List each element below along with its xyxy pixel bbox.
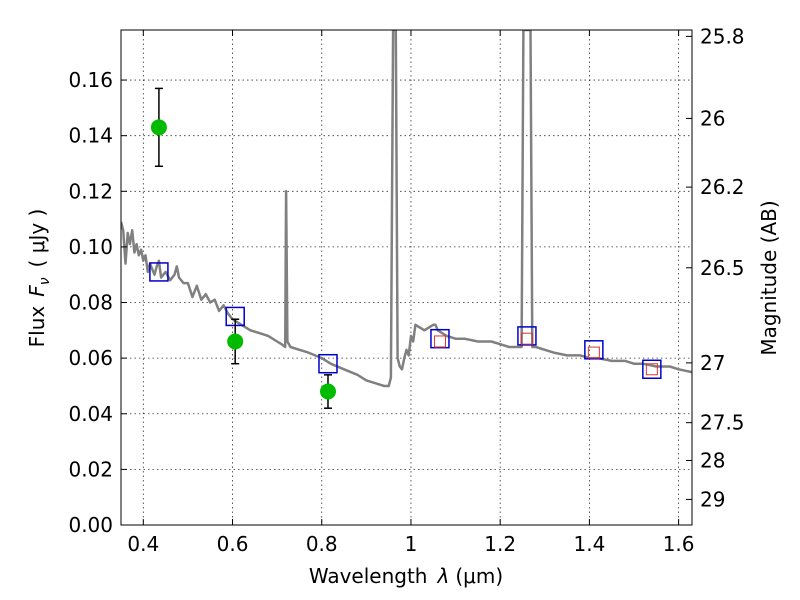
y-tick-label: 0.02 — [68, 457, 113, 481]
y2-tick-label: 26.5 — [700, 256, 745, 280]
model-point — [584, 340, 604, 360]
y-tick-label: 0.16 — [68, 68, 113, 92]
model-point — [517, 326, 537, 346]
y-tick-label: 0.08 — [68, 291, 113, 315]
y-tick-label: 0.10 — [68, 235, 113, 259]
y2-tick-label: 29 — [700, 487, 725, 511]
y2-tick-label: 27.5 — [700, 411, 745, 435]
y-tick-label: 0.14 — [68, 124, 113, 148]
x-tick-label: 1.6 — [663, 532, 695, 556]
model-point — [430, 328, 450, 349]
y2-axis-label: Magnitude (AB) — [757, 200, 781, 355]
y-axis-label: FluxFν( μJy ) — [25, 209, 53, 348]
y2-tick-label: 26.2 — [700, 175, 745, 199]
model-point-nir — [587, 346, 600, 359]
model-point — [642, 359, 662, 380]
grid — [121, 30, 692, 526]
model-point — [318, 353, 338, 374]
observed-point — [319, 383, 336, 400]
model-point-nir — [520, 332, 533, 345]
x-tick-label: 1 — [405, 532, 418, 556]
plot-frame — [120, 29, 693, 526]
observed-point — [227, 333, 244, 350]
x-tick-label: 0.8 — [306, 532, 338, 556]
axes: 0.4 0.6 0.8 1 1.2 1.4 1.6 0.00 0.02 0.04 0.06 0.08 0… — [68, 24, 744, 556]
y2-tick-label: 28 — [700, 448, 725, 472]
y-tick-label: 0.00 — [68, 513, 113, 537]
x-tick-label: 0.6 — [217, 532, 249, 556]
y2-tick-label: 27 — [700, 351, 725, 375]
y-tick-label: 0.12 — [68, 179, 113, 203]
x-tick-label: 0.4 — [127, 532, 159, 556]
y2-tick-label: 26 — [700, 106, 725, 130]
model-point — [149, 262, 169, 282]
y-tick-label: 0.04 — [68, 402, 113, 426]
observed-point — [150, 119, 167, 136]
sed-model-line — [121, 30, 692, 388]
x-tick-label: 1.4 — [573, 532, 605, 556]
x-tick-label: 1.2 — [484, 532, 516, 556]
markers-layer — [149, 87, 662, 409]
x-axis-label: Wavelength λ (μm) — [309, 564, 503, 588]
model-point-nir — [645, 363, 658, 376]
y-tick-label: 0.06 — [68, 346, 113, 370]
model-point-nir — [433, 335, 446, 348]
model-point — [225, 306, 245, 327]
plot-area — [121, 30, 692, 388]
y2-tick-label: 25.8 — [700, 24, 745, 48]
